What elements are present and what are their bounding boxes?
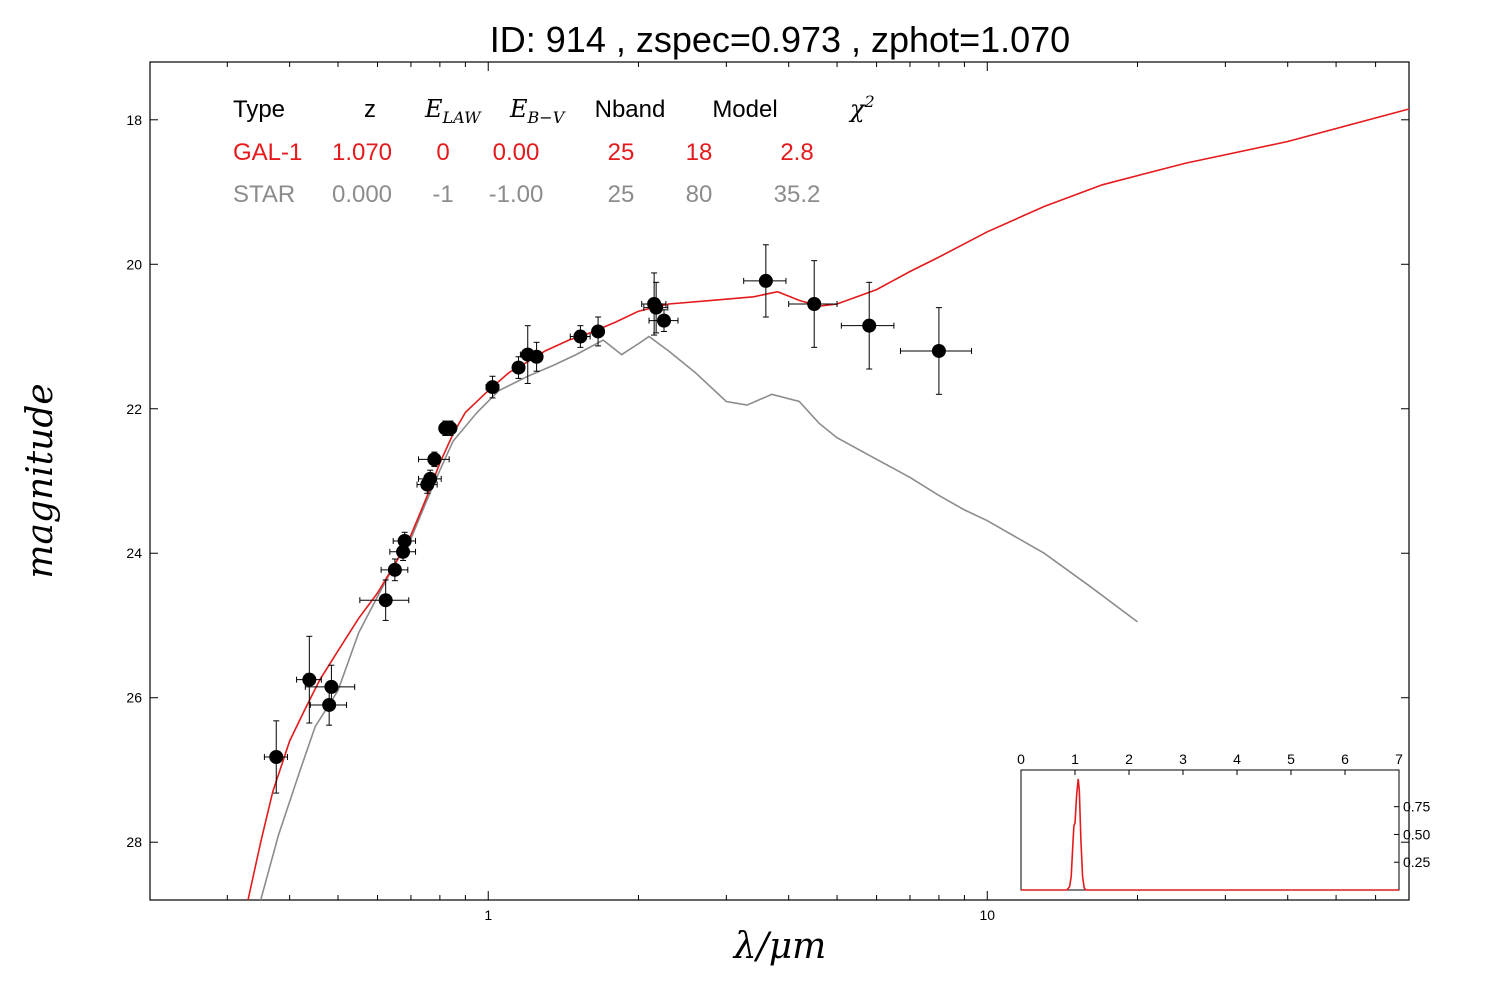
- inset-x-tick-label: 6: [1341, 751, 1349, 767]
- photometry-point: [899, 307, 973, 395]
- inset-pdf-curve: [1021, 778, 1399, 891]
- photometry-point: [485, 375, 500, 399]
- data-point-marker: [269, 749, 284, 764]
- photometry-point: [392, 531, 417, 551]
- data-point-marker: [443, 421, 458, 436]
- inset-y-tick-label: 0.25: [1403, 854, 1430, 870]
- y-tick-label: 18: [126, 112, 142, 128]
- data-point-marker: [322, 697, 337, 712]
- x-tick-label: 1: [484, 907, 492, 923]
- chart-title: ID: 914 , zspec=0.973 , zphot=1.070: [490, 19, 1070, 60]
- photometry-point: [648, 309, 679, 332]
- y-tick-label: 22: [126, 401, 142, 417]
- plot-frame: [149, 61, 1410, 901]
- photometry-point: [263, 720, 288, 794]
- data-point-marker: [649, 300, 664, 315]
- fit-table-cell: 2.8: [780, 139, 813, 166]
- fit-table-header: Model: [712, 96, 777, 123]
- fit-table-cell: 80: [686, 181, 713, 208]
- inset-x-tick-label: 5: [1287, 751, 1295, 767]
- x-tick-label: 10: [979, 907, 995, 923]
- fit-table: Type z ELAW EB−V Nband Model χ2 GAL-1 1.070 0 0.00…: [233, 92, 875, 208]
- fit-table-cell: 25: [608, 181, 635, 208]
- inset-frame: [1020, 769, 1400, 891]
- data-point-marker: [862, 318, 877, 333]
- inset-x-tick-label: 3: [1179, 751, 1187, 767]
- data-point-marker: [378, 593, 393, 608]
- star-model-curve: [259, 335, 1138, 901]
- photometry-point: [296, 635, 322, 724]
- x-axis-ticks: 1 10: [226, 62, 1410, 923]
- redshift-pdf-inset: 0 1 2 3 4 5 6 7 0.25 0.50 0.75: [1017, 751, 1430, 891]
- data-point-marker: [324, 679, 339, 694]
- data-point-marker: [758, 273, 773, 288]
- photometry-point: [591, 316, 606, 347]
- fit-table-cell: 0.00: [493, 139, 540, 166]
- inset-y-tick-label: 0.75: [1403, 799, 1430, 815]
- data-point-marker: [511, 360, 526, 375]
- inset-x-tick-label: 4: [1233, 751, 1241, 767]
- photometry-point: [443, 420, 458, 436]
- model-curves: [247, 108, 1410, 901]
- fit-table-header: z: [364, 96, 376, 123]
- fit-table-cell: GAL-1: [233, 139, 302, 166]
- fit-table-cell: -1: [432, 181, 453, 208]
- x-axis-label: λ/μm: [732, 926, 826, 967]
- data-point-marker: [423, 471, 438, 486]
- y-axis-label: magnitude: [20, 383, 61, 578]
- fit-table-header: Nband: [595, 96, 666, 123]
- fit-table-header: EB−V: [509, 95, 566, 127]
- y-tick-label: 24: [126, 545, 142, 561]
- photometry-point: [380, 558, 409, 582]
- photometry-point: [304, 664, 356, 710]
- photometry-point: [840, 281, 895, 370]
- inset-y-tick-label: 0.50: [1403, 826, 1430, 842]
- data-point-marker: [397, 533, 412, 548]
- photometry-point: [788, 260, 838, 348]
- data-point-marker: [529, 349, 544, 364]
- inset-x-tick-label: 2: [1125, 751, 1133, 767]
- photometry-point: [529, 341, 544, 372]
- fit-table-cell: -1.00: [489, 181, 544, 208]
- fit-table-header: χ2: [848, 92, 875, 123]
- data-point-marker: [807, 297, 822, 312]
- photometry-points: [263, 244, 973, 794]
- photometry-point: [569, 325, 591, 348]
- fit-table-header: ELAW: [424, 95, 482, 127]
- photometry-point: [359, 579, 410, 621]
- y-tick-label: 26: [126, 690, 142, 706]
- fit-table-cell: 25: [608, 139, 635, 166]
- fit-table-cell: 0: [436, 139, 449, 166]
- inset-x-tick-label: 1: [1071, 751, 1079, 767]
- data-point-marker: [591, 324, 606, 339]
- data-point-marker: [573, 329, 588, 344]
- fit-table-cell: 1.070: [332, 139, 392, 166]
- data-point-marker: [485, 380, 500, 395]
- photometry-point: [643, 281, 669, 334]
- inset-x-tick-label: 0: [1017, 751, 1025, 767]
- fit-table-cell: 0.000: [332, 181, 392, 208]
- data-point-marker: [387, 562, 402, 577]
- photometry-point: [418, 469, 442, 489]
- galaxy-model-curve: [247, 108, 1410, 901]
- y-tick-label: 28: [126, 834, 142, 850]
- photometry-point: [418, 451, 450, 468]
- fit-table-cell: 18: [686, 139, 713, 166]
- data-point-marker: [396, 544, 411, 559]
- fit-table-header: Type: [233, 96, 285, 123]
- data-point-marker: [302, 672, 317, 687]
- data-point-marker: [427, 452, 442, 467]
- data-point-marker: [931, 343, 946, 358]
- data-point-marker: [656, 313, 671, 328]
- inset-pdf-line: [1021, 778, 1399, 891]
- fit-table-cell: STAR: [233, 181, 295, 208]
- y-tick-label: 20: [126, 256, 142, 272]
- inset-ticks: 0 1 2 3 4 5 6 7 0.25 0.50 0.75: [1017, 751, 1430, 870]
- inset-x-tick-label: 7: [1395, 751, 1403, 767]
- fit-table-cell: 35.2: [774, 181, 821, 208]
- photometry-point: [743, 244, 787, 318]
